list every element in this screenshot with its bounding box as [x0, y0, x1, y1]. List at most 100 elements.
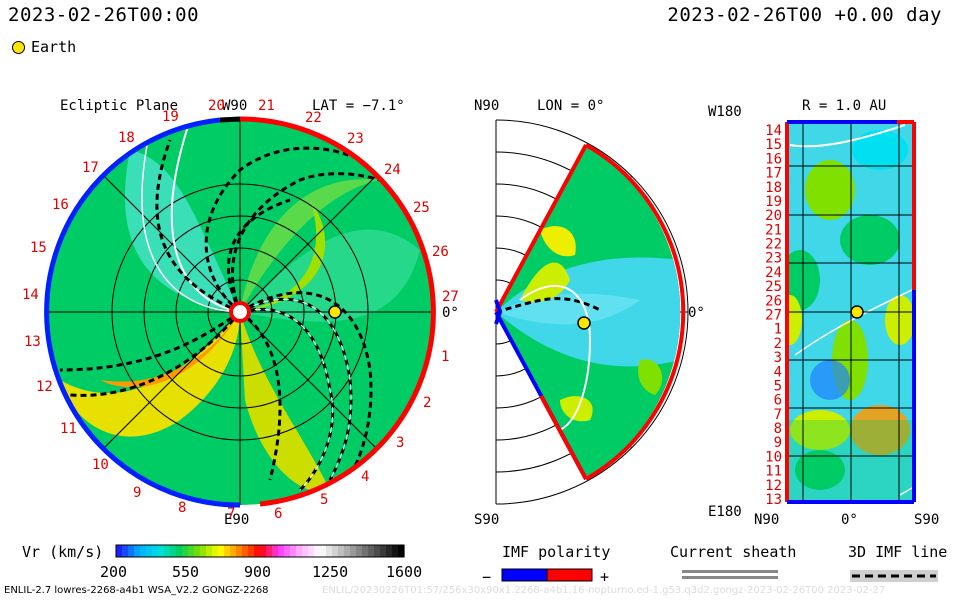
colorbar-cell	[212, 545, 219, 557]
colorbar-cell	[230, 545, 237, 557]
colorbar-cell	[170, 545, 177, 557]
carrington-labels: 20 21 22 23 24 25 26 27 1 2 3 4 5 6 7 8 …	[22, 98, 459, 522]
colorbar-cell	[314, 545, 321, 557]
imf-polarity-title: IMF polarity	[502, 543, 610, 561]
cr-label: 8	[178, 500, 186, 516]
colorbar-cell	[134, 545, 141, 557]
radial-y-labels: 1415161718192021222324252627123456789101…	[765, 123, 782, 508]
colorbar-cell	[266, 545, 273, 557]
cr-label: 9	[133, 485, 141, 501]
credit-right: ENLIL/20230226T01:57/256x30x90x1.2268-a4…	[322, 585, 886, 596]
radial-y-label: 19	[765, 194, 782, 210]
imf-negative-swatch	[501, 568, 548, 582]
colorbar-cell	[164, 545, 171, 557]
colorbar-tick: 900	[244, 563, 271, 581]
ecliptic-title: Ecliptic Plane	[60, 98, 178, 114]
credit-left: ENLIL-2.7 lowres-2268-a4b1 WSA_V2.2 GONG…	[4, 585, 269, 596]
colorbar-cell	[290, 545, 297, 557]
current-sheath-legend: Current sheath	[670, 543, 796, 579]
imf-line-legend: 3D IMF line	[848, 543, 947, 582]
cr-label: 5	[320, 492, 328, 508]
timestamp: 2023-02-26T00:00	[8, 4, 200, 26]
earth-legend: Earth	[12, 38, 76, 56]
ecliptic-top-label: W90	[222, 98, 247, 114]
colorbar-cell	[326, 545, 333, 557]
radial-top-left-label: W180	[708, 104, 742, 120]
radial-y-label: 1	[774, 322, 782, 338]
colorbar-cell	[350, 545, 357, 557]
colorbar-tick: 1600	[386, 563, 422, 581]
colorbar-cell	[224, 545, 231, 557]
colorbar-cell	[122, 545, 129, 557]
imf-line-title: 3D IMF line	[848, 543, 947, 561]
radial-y-label: 12	[765, 478, 782, 494]
colorbar-cell	[368, 545, 375, 557]
colorbar-tick: 200	[100, 563, 127, 581]
colorbar-cell	[248, 545, 255, 557]
radial-y-label: 18	[765, 180, 782, 196]
cr-label: 24	[384, 162, 401, 178]
colorbar-cell	[176, 545, 183, 557]
cr-label: 25	[413, 200, 430, 216]
colorbar-cell	[188, 545, 195, 557]
colorbar-cell	[320, 545, 327, 557]
colorbar-cell	[302, 545, 309, 557]
colorbar-cell	[158, 545, 165, 557]
colorbar-tick: 550	[172, 563, 199, 581]
earth-marker-radial	[850, 305, 864, 319]
radial-x-label: 0°	[841, 512, 858, 528]
colorbar-cell	[272, 545, 279, 557]
colorbar-cell	[218, 545, 225, 557]
radial-y-label: 2	[774, 336, 782, 352]
ecliptic-lat-label: LAT = −7.1°	[312, 98, 405, 114]
colorbar-cell	[386, 545, 393, 557]
colorbar-cell	[140, 545, 147, 557]
cr-label: 20	[208, 98, 225, 114]
radial-y-label: 20	[765, 208, 782, 224]
colorbar-cell	[344, 545, 351, 557]
sun-marker	[229, 301, 251, 323]
colorbar-label: Vr (km/s)	[22, 543, 103, 561]
radial-y-label: 16	[765, 151, 782, 167]
cr-label: 21	[258, 98, 275, 114]
radial-y-label: 8	[774, 421, 782, 437]
colorbar-cell	[356, 545, 363, 557]
current-sheath-title: Current sheath	[670, 543, 796, 561]
radial-x-label: N90	[754, 512, 779, 528]
colorbar-cell	[398, 545, 405, 557]
cr-label: 22	[305, 110, 322, 126]
radial-y-label: 7	[774, 407, 782, 423]
colorbar-cell	[236, 545, 243, 557]
radial-y-label: 24	[765, 265, 782, 281]
cr-label: 14	[22, 287, 39, 303]
colorbar-cell	[380, 545, 387, 557]
radial-y-label: 11	[765, 464, 782, 480]
radial-y-label: 26	[765, 293, 782, 309]
forecast-label: 2023-02-26T00 +0.00 day	[667, 4, 942, 26]
colorbar-cell	[182, 545, 189, 557]
cr-label: 16	[52, 197, 69, 213]
cr-label: 12	[36, 379, 53, 395]
cr-label: 18	[118, 130, 135, 146]
colorbar-cell	[152, 545, 159, 557]
colorbar-cell	[206, 545, 213, 557]
meridional-top-label: N90	[474, 98, 499, 114]
cr-label: 13	[24, 334, 41, 350]
colorbar-cell	[332, 545, 339, 557]
cr-label: 10	[92, 457, 109, 473]
ecliptic-bottom-label: E90	[224, 512, 249, 528]
radial-y-label: 6	[774, 393, 782, 409]
radial-y-label: 9	[774, 435, 782, 451]
radial-y-label: 21	[765, 222, 782, 238]
colorbar-cell	[308, 545, 315, 557]
colorbar-cell	[242, 545, 249, 557]
colorbar-cell	[194, 545, 201, 557]
meridional-lon-label: LON = 0°	[537, 98, 604, 114]
meridional-panel: N90 LON = 0° S90 0°	[474, 98, 705, 528]
cr-label: 26	[432, 244, 449, 260]
radial-y-label: 15	[765, 137, 782, 153]
colorbar-cell	[146, 545, 153, 557]
earth-marker-icon	[12, 40, 25, 54]
ecliptic-panel: Ecliptic Plane W90 LAT = −7.1° E90 0° 20…	[22, 98, 459, 528]
